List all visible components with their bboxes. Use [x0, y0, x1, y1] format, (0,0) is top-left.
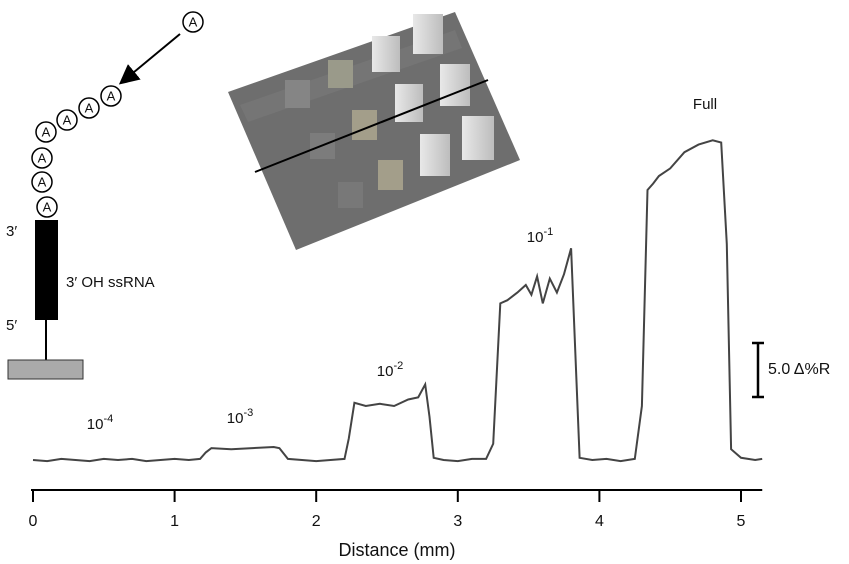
rna-label: 3′ OH ssRNA	[66, 274, 155, 291]
x-tick-label: 0	[29, 513, 38, 530]
annotation-exponent: -2	[393, 360, 403, 372]
scale-bar	[752, 343, 764, 397]
inset-image	[228, 12, 520, 250]
ssrna-diagram: 3′ 5′ 3′ OH ssRNA	[6, 34, 180, 379]
x-tick-label: 3	[453, 513, 462, 530]
annotation: 10-4	[87, 413, 113, 433]
annotation: Full	[693, 96, 717, 113]
annotation-exponent: -3	[243, 407, 253, 419]
adenine-label: A	[85, 100, 94, 115]
annotation-exponent: -1	[543, 226, 553, 238]
end-3-label: 3′	[6, 223, 17, 240]
annotation: 10-2	[377, 360, 403, 380]
annotation: 10-3	[227, 407, 253, 427]
adenine-label: A	[107, 88, 116, 103]
scale-bar-label: 5.0 Δ%R	[768, 361, 830, 378]
end-5-label: 5′	[6, 317, 17, 334]
annotation-base: 10	[377, 363, 394, 380]
x-tick-label: 2	[312, 513, 321, 530]
adenine-label: A	[43, 199, 52, 214]
annotation-base: Full	[693, 96, 717, 113]
adenine-label: A	[38, 174, 47, 189]
annotation-base: 10	[227, 410, 244, 427]
annotation-base: 10	[87, 416, 104, 433]
annotation: 10-1	[527, 226, 553, 246]
annotation-base: 10	[527, 229, 544, 246]
page: {"chart_data": {"type": "line", "x_label…	[0, 0, 849, 564]
adenine-label: A	[38, 150, 47, 165]
adenine-label: A	[189, 14, 198, 29]
figure: 3′ 5′ 3′ OH ssRNA AAAAAAAA Distance (mm)…	[0, 0, 849, 564]
adenine-label: A	[63, 112, 72, 127]
annotation-exponent: -4	[103, 413, 113, 425]
adenine-label: A	[42, 124, 51, 139]
x-axis-label: Distance (mm)	[338, 540, 455, 560]
x-tick-label: 5	[737, 513, 746, 530]
x-tick-label: 4	[595, 513, 604, 530]
x-tick-label: 1	[170, 513, 179, 530]
